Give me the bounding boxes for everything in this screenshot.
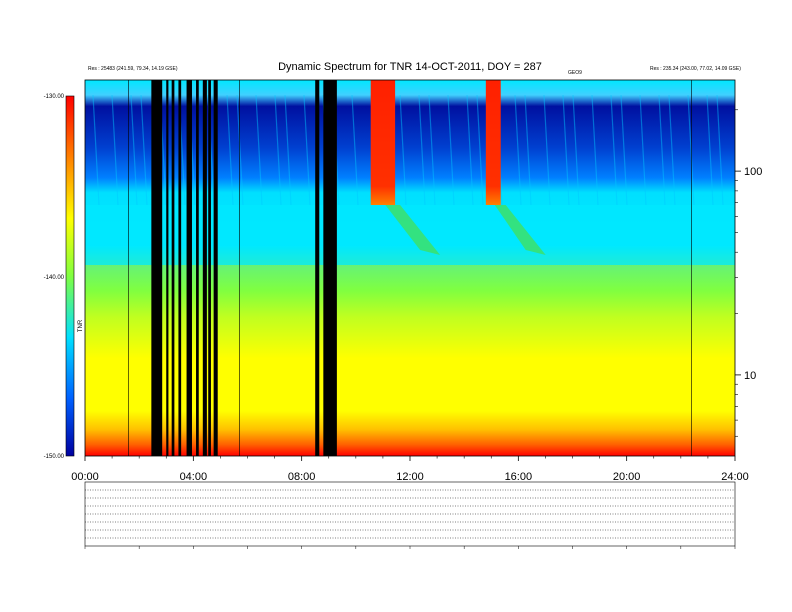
streak xyxy=(716,94,724,206)
colorbar-label: TNR xyxy=(78,319,84,332)
streak xyxy=(572,94,580,206)
streak xyxy=(111,94,119,206)
streak xyxy=(351,94,359,206)
streak xyxy=(610,94,618,206)
radio-burst xyxy=(485,80,501,205)
x-tick-label: 08:00 xyxy=(288,471,316,483)
streak xyxy=(639,94,647,206)
colorbar-tick-bottom: -150.00 xyxy=(44,454,65,460)
streak xyxy=(591,94,599,206)
streak xyxy=(399,94,407,206)
data-gap xyxy=(208,80,211,456)
data-gap xyxy=(166,80,169,456)
data-gap xyxy=(202,80,207,456)
radio-burst xyxy=(370,80,396,205)
streak xyxy=(236,94,244,206)
data-gap xyxy=(323,80,337,456)
streak xyxy=(255,94,263,206)
y-tick-label: 100 xyxy=(744,166,762,178)
streak xyxy=(562,94,570,206)
streak xyxy=(418,94,426,206)
streak xyxy=(668,94,676,206)
data-gap xyxy=(186,80,192,456)
streak xyxy=(140,94,148,206)
x-tick-label: 20:00 xyxy=(613,471,641,483)
data-gap xyxy=(213,80,218,456)
chart-title: Dynamic Spectrum for TNR 14-OCT-2011, DO… xyxy=(278,61,542,73)
streak xyxy=(476,94,484,206)
streak xyxy=(466,94,474,206)
streak xyxy=(687,94,695,206)
data-gap xyxy=(315,80,320,456)
header-center-small: GEO9 xyxy=(568,70,582,76)
colorbar xyxy=(65,95,75,457)
x-tick-label: 12:00 xyxy=(396,471,424,483)
streak xyxy=(524,94,532,206)
spectrogram-background xyxy=(85,80,735,456)
streak xyxy=(130,94,138,206)
x-tick-label: 16:00 xyxy=(505,471,533,483)
streak xyxy=(447,94,455,206)
x-tick-label: 24:00 xyxy=(721,471,749,483)
radio-burst-tail xyxy=(385,205,441,255)
streak xyxy=(303,94,311,206)
ephemeris-panel xyxy=(84,481,736,549)
streak xyxy=(658,94,666,206)
streak xyxy=(284,94,292,206)
streak xyxy=(543,94,551,206)
streak xyxy=(274,94,282,206)
streak xyxy=(428,94,436,206)
streak xyxy=(226,94,234,206)
data-gap xyxy=(171,80,175,456)
colorbar-tick-mid: -140.00 xyxy=(44,275,65,281)
streak xyxy=(92,94,100,206)
x-tick-label: 04:00 xyxy=(180,471,208,483)
spectrogram xyxy=(85,80,735,456)
streak xyxy=(706,94,714,206)
streak xyxy=(620,94,628,206)
y-tick-label: 10 xyxy=(744,370,756,382)
colorbar-tick-top: -130.00 xyxy=(44,94,65,100)
streak xyxy=(514,94,522,206)
data-gap xyxy=(196,80,199,456)
header-right-line: Res : 235.34 (243.00, 77.02, 14.09 GSE) xyxy=(650,66,741,72)
header-left-line: Res : 25483 (241.59, 79.34, 14.19 GSE) xyxy=(88,66,178,72)
radio-burst-tail xyxy=(494,205,546,255)
x-tick-label: 00:00 xyxy=(71,471,99,483)
data-gap xyxy=(151,80,163,456)
data-gap xyxy=(178,80,182,456)
